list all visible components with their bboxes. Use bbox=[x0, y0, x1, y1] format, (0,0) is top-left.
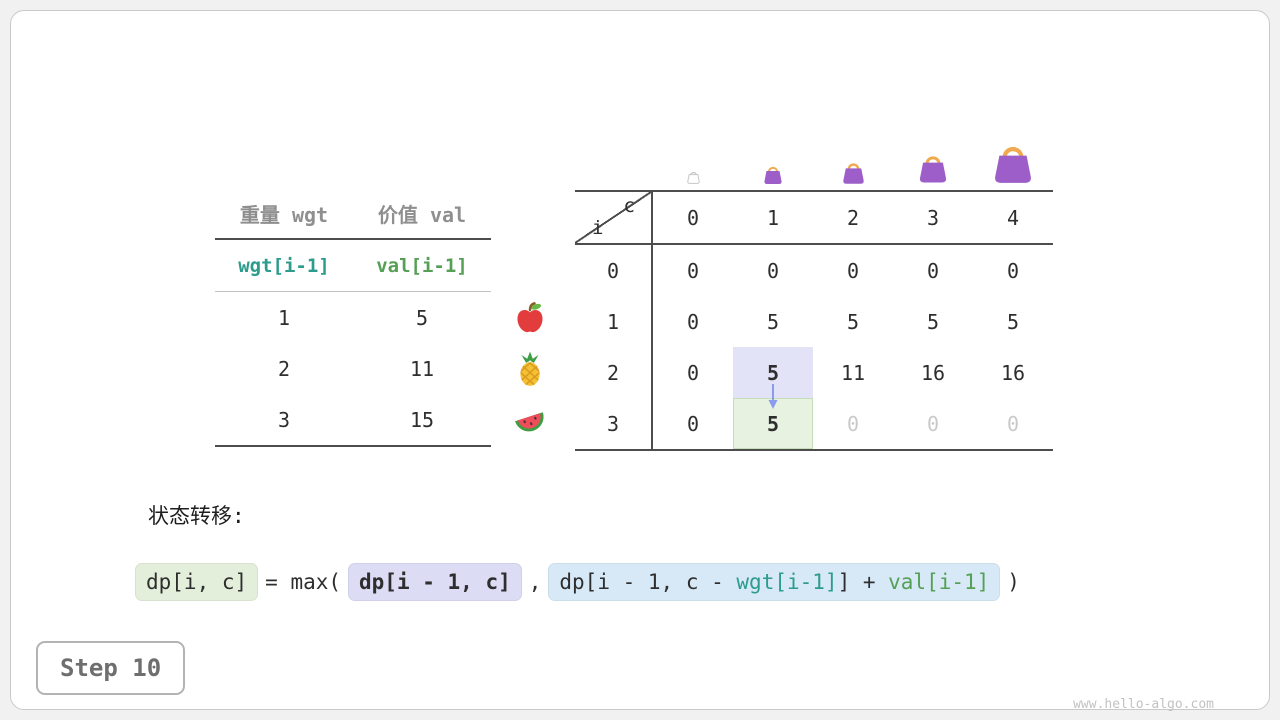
weights-col-header-val: 价值 val bbox=[377, 202, 467, 227]
dp-row-header: 2 bbox=[575, 347, 653, 398]
formula-arg2-mid: ] + bbox=[837, 570, 889, 594]
transition-label: 状态转移: bbox=[148, 504, 245, 528]
dp-row: 0 0 0 0 0 0 bbox=[575, 245, 1053, 296]
dp-row-header: 0 bbox=[575, 245, 653, 296]
dp-cell: 0 bbox=[926, 411, 940, 436]
col-axis-label: c bbox=[623, 195, 635, 217]
weights-table-row: 3 15 bbox=[215, 394, 491, 445]
weights-table-row: 2 11 bbox=[215, 343, 491, 394]
apple-icon bbox=[512, 300, 548, 336]
dp-cell: 0 bbox=[846, 258, 860, 283]
dp-row: 3 0 5 0 0 0 bbox=[575, 398, 1053, 449]
value-cell: 11 bbox=[409, 356, 435, 381]
dp-row-header: 1 bbox=[575, 296, 653, 347]
dp-cell: 0 bbox=[686, 360, 700, 385]
dp-cell: 5 bbox=[926, 309, 940, 334]
row-axis-label: i bbox=[592, 217, 604, 239]
pineapple-icon bbox=[512, 351, 548, 387]
dp-cell: 16 bbox=[920, 360, 946, 385]
weights-col-header-wgt: 重量 wgt bbox=[239, 202, 329, 227]
formula-arg2-prefix: dp[i - 1, c - bbox=[559, 570, 737, 594]
formula-arg2: dp[i - 1, c - wgt[i-1]] + val[i-1] bbox=[548, 563, 1001, 601]
dp-col-header: 2 bbox=[846, 205, 860, 230]
dp-col-header: 4 bbox=[1006, 205, 1020, 230]
dp-cell: 0 bbox=[1006, 258, 1020, 283]
formula-close-paren: ) bbox=[1007, 570, 1020, 594]
weights-table-formula-row: wgt[i-1] val[i-1] bbox=[215, 240, 491, 292]
dp-header-row: c i 0 1 2 3 4 bbox=[575, 192, 1053, 245]
bag-icon-capacity-1 bbox=[762, 164, 784, 185]
dp-col-headers: 0 1 2 3 4 bbox=[653, 192, 1053, 243]
watermark: www.hello-algo.com bbox=[1073, 697, 1214, 712]
bag-icon-capacity-2 bbox=[840, 160, 867, 185]
dp-cell: 16 bbox=[1000, 360, 1026, 385]
weight-cell: 3 bbox=[277, 407, 291, 432]
dp-cell: 5 bbox=[733, 398, 813, 449]
watermelon-icon bbox=[512, 402, 548, 438]
dp-axis-corner: c i bbox=[575, 192, 653, 243]
dp-cell: 5 bbox=[766, 309, 780, 334]
wgt-formula-cell: wgt[i-1] bbox=[238, 254, 330, 277]
bag-icon-capacity-0 bbox=[686, 170, 701, 184]
formula-comma: , bbox=[528, 570, 542, 594]
formula-arg2-wgt: wgt[i-1] bbox=[736, 570, 838, 594]
dp-col-header: 1 bbox=[766, 205, 780, 230]
dp-cell: 0 bbox=[846, 411, 860, 436]
weights-table-header: 重量 wgt 价值 val bbox=[215, 188, 491, 240]
dp-row: 2 0 5 11 16 16 bbox=[575, 347, 1053, 398]
step-badge: Step 10 bbox=[36, 641, 186, 695]
dp-cell: 5 bbox=[846, 309, 860, 334]
dp-cell: 0 bbox=[926, 258, 940, 283]
weight-cell: 1 bbox=[277, 305, 291, 330]
transition-formula: dp[i, c] = max( dp[i - 1, c] , dp[i - 1,… bbox=[135, 563, 1027, 601]
dp-cell: 0 bbox=[686, 258, 700, 283]
formula-arg1: dp[i - 1, c] bbox=[348, 563, 522, 601]
dp-body: 0 0 0 0 0 0 1 0 5 5 5 5 2 0 5 11 16 16 3 0 5 0 0 0 bbox=[575, 245, 1053, 449]
transition-arrow-icon bbox=[768, 384, 778, 409]
dp-cell: 0 bbox=[1006, 411, 1020, 436]
dp-row: 1 0 5 5 5 5 bbox=[575, 296, 1053, 347]
value-cell: 5 bbox=[415, 305, 429, 330]
weights-table: 重量 wgt 价值 val wgt[i-1] val[i-1] 1 5 2 11 3 15 bbox=[215, 188, 491, 447]
bag-icon-capacity-3 bbox=[916, 152, 950, 184]
dp-col-header: 3 bbox=[926, 205, 940, 230]
dp-cell: 5 bbox=[1006, 309, 1020, 334]
dp-cell: 11 bbox=[840, 360, 866, 385]
formula-equals-max: = max( bbox=[265, 570, 342, 594]
val-formula-cell: val[i-1] bbox=[376, 254, 468, 277]
dp-cell: 0 bbox=[766, 258, 780, 283]
formula-arg2-val: val[i-1] bbox=[888, 570, 990, 594]
dp-col-header: 0 bbox=[686, 205, 700, 230]
weight-cell: 2 bbox=[277, 356, 291, 381]
weights-table-body: 1 5 2 11 3 15 bbox=[215, 292, 491, 447]
value-cell: 15 bbox=[409, 407, 435, 432]
dp-cell: 0 bbox=[686, 309, 700, 334]
dp-row-header: 3 bbox=[575, 398, 653, 449]
formula-lhs: dp[i, c] bbox=[135, 563, 259, 601]
bag-icon-capacity-4 bbox=[990, 141, 1036, 185]
dp-cell: 0 bbox=[686, 411, 700, 436]
